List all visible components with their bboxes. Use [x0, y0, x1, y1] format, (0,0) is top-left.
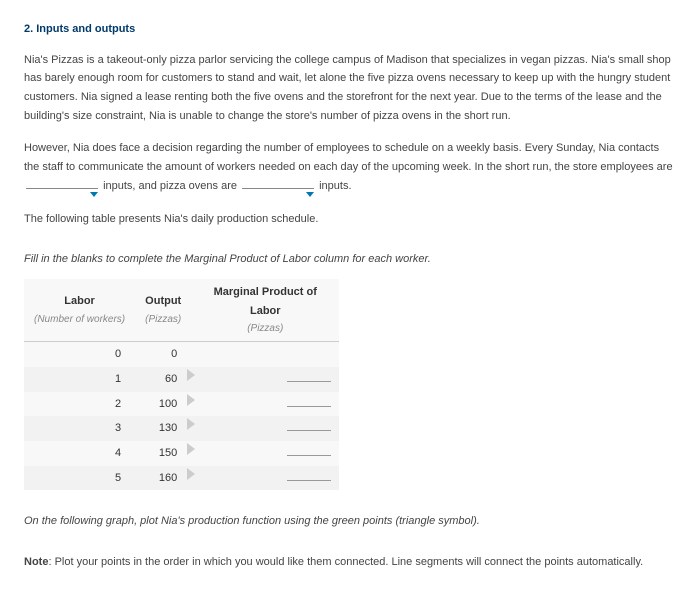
paragraph-1: Nia's Pizzas is a takeout-only pizza par… [24, 51, 676, 126]
table-row: 5 160 [24, 466, 339, 491]
cell-output: 160 [135, 466, 191, 491]
table-row: 1 60 [24, 367, 339, 392]
cell-labor: 0 [24, 342, 135, 367]
cell-output: 150 [135, 441, 191, 466]
col-header-output-sub: (Pizzas) [145, 311, 181, 328]
cell-output: 100 [135, 392, 191, 417]
cell-labor: 5 [24, 466, 135, 491]
cell-output: 0 [135, 342, 191, 367]
note-line: Note: Plot your points in the order in w… [24, 553, 676, 572]
cell-output: 60 [135, 367, 191, 392]
mpl-input-3[interactable] [287, 416, 331, 431]
section-heading: 2. Inputs and outputs [24, 20, 676, 39]
arrow-icon [187, 369, 195, 381]
cell-mpl [191, 392, 339, 417]
table-row: 3 130 [24, 416, 339, 441]
cell-labor: 4 [24, 441, 135, 466]
para2-text-c: inputs. [319, 180, 351, 192]
col-header-mpl-sub: (Pizzas) [201, 320, 329, 337]
fill-blanks-instruction: Fill in the blanks to complete the Margi… [24, 250, 676, 269]
col-header-output: Output (Pizzas) [135, 279, 191, 342]
production-table: Labor (Number of workers) Output (Pizzas… [24, 279, 339, 491]
col-header-mpl: Marginal Product of Labor (Pizzas) [191, 279, 339, 342]
col-header-labor-title: Labor [64, 295, 95, 307]
table-row: 0 0 [24, 342, 339, 367]
cell-mpl [191, 466, 339, 491]
mpl-input-2[interactable] [287, 392, 331, 407]
paragraph-3: The following table presents Nia's daily… [24, 210, 676, 229]
table-row: 2 100 [24, 392, 339, 417]
cell-labor: 2 [24, 392, 135, 417]
cell-mpl [191, 441, 339, 466]
arrow-icon [187, 394, 195, 406]
col-header-mpl-title: Marginal Product of Labor [214, 286, 317, 317]
table-body: 0 0 1 60 2 100 3 130 [24, 342, 339, 491]
cell-mpl [191, 367, 339, 392]
table-row: 4 150 [24, 441, 339, 466]
note-text: : Plot your points in the order in which… [48, 556, 643, 568]
mpl-input-1[interactable] [287, 367, 331, 382]
cell-mpl-blank [191, 342, 339, 367]
cell-labor: 3 [24, 416, 135, 441]
col-header-labor-sub: (Number of workers) [34, 311, 125, 328]
cell-output: 130 [135, 416, 191, 441]
cell-mpl [191, 416, 339, 441]
mpl-input-5[interactable] [287, 466, 331, 481]
col-header-labor: Labor (Number of workers) [24, 279, 135, 342]
dropdown-ovens-input-type[interactable] [242, 188, 314, 189]
para2-text-a: However, Nia does face a decision regard… [24, 142, 673, 173]
graph-instruction: On the following graph, plot Nia's produ… [24, 512, 676, 531]
dropdown-employees-input-type[interactable] [26, 188, 98, 189]
cell-labor: 1 [24, 367, 135, 392]
paragraph-2: However, Nia does face a decision regard… [24, 139, 676, 195]
mpl-input-4[interactable] [287, 441, 331, 456]
arrow-icon [187, 443, 195, 455]
para2-text-b: inputs, and pizza ovens are [103, 180, 240, 192]
arrow-icon [187, 418, 195, 430]
col-header-output-title: Output [145, 295, 181, 307]
arrow-icon [187, 468, 195, 480]
note-label: Note [24, 556, 48, 568]
